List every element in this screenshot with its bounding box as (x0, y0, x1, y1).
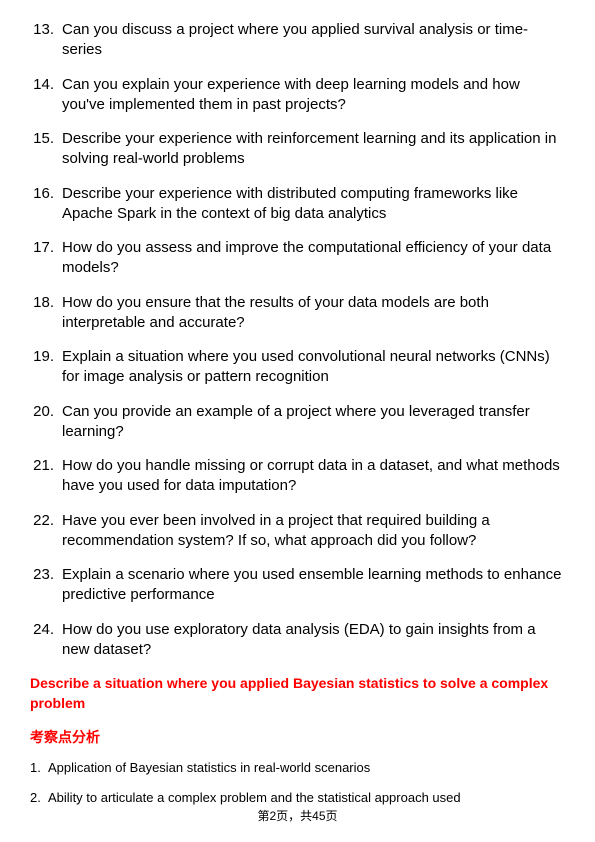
list-item: 22. Have you ever been involved in a pro… (30, 511, 565, 552)
list-item: 16. Describe your experience with distri… (30, 184, 565, 225)
page-footer: 第2页，共45页 (0, 807, 595, 824)
list-item: 21. How do you handle missing or corrupt… (30, 456, 565, 497)
list-item: 13. Can you discuss a project where you … (30, 20, 565, 61)
list-item: 20. Can you provide an example of a proj… (30, 402, 565, 443)
item-text: Have you ever been involved in a project… (62, 511, 565, 552)
list-item: 15. Describe your experience with reinfo… (30, 129, 565, 170)
item-text: Explain a situation where you used convo… (62, 347, 565, 388)
item-number: 18. (30, 293, 62, 334)
item-text: Can you discuss a project where you appl… (62, 20, 565, 61)
item-number: 23. (30, 565, 62, 606)
highlighted-question: Describe a situation where you applied B… (30, 674, 565, 713)
sub-text: Ability to articulate a complex problem … (48, 789, 461, 807)
sub-number: 1. (30, 759, 48, 777)
item-text: How do you handle missing or corrupt dat… (62, 456, 565, 497)
sub-item: 1. Application of Bayesian statistics in… (30, 759, 565, 777)
item-number: 16. (30, 184, 62, 225)
item-text: How do you use exploratory data analysis… (62, 620, 565, 661)
sub-number: 2. (30, 789, 48, 807)
list-item: 18. How do you ensure that the results o… (30, 293, 565, 334)
item-text: Describe your experience with distribute… (62, 184, 565, 225)
item-number: 22. (30, 511, 62, 552)
question-list: 13. Can you discuss a project where you … (30, 20, 565, 660)
item-number: 13. (30, 20, 62, 61)
item-text: Explain a scenario where you used ensemb… (62, 565, 565, 606)
list-item: 19. Explain a situation where you used c… (30, 347, 565, 388)
item-text: Describe your experience with reinforcem… (62, 129, 565, 170)
sub-item: 2. Ability to articulate a complex probl… (30, 789, 565, 807)
item-number: 17. (30, 238, 62, 279)
list-item: 14. Can you explain your experience with… (30, 75, 565, 116)
item-number: 24. (30, 620, 62, 661)
item-text: How do you assess and improve the comput… (62, 238, 565, 279)
item-number: 14. (30, 75, 62, 116)
item-number: 21. (30, 456, 62, 497)
item-text: Can you explain your experience with dee… (62, 75, 565, 116)
analysis-list: 1. Application of Bayesian statistics in… (30, 759, 565, 807)
list-item: 24. How do you use exploratory data anal… (30, 620, 565, 661)
item-number: 19. (30, 347, 62, 388)
item-number: 20. (30, 402, 62, 443)
sub-text: Application of Bayesian statistics in re… (48, 759, 370, 777)
item-text: Can you provide an example of a project … (62, 402, 565, 443)
item-text: How do you ensure that the results of yo… (62, 293, 565, 334)
list-item: 23. Explain a scenario where you used en… (30, 565, 565, 606)
section-label: 考察点分析 (30, 727, 565, 747)
item-number: 15. (30, 129, 62, 170)
list-item: 17. How do you assess and improve the co… (30, 238, 565, 279)
